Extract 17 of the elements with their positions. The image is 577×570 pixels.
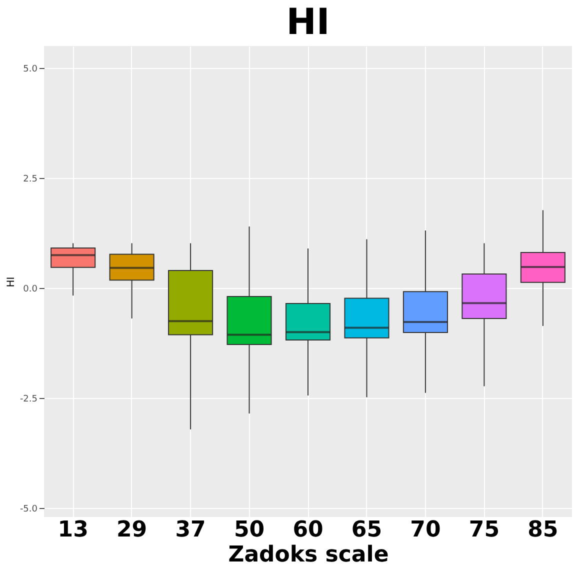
x-tick-label: 85 [528,518,558,542]
x-tick-label: 13 [58,518,88,542]
y-tick-label: 0.0 [23,284,38,295]
x-tick-label: 50 [234,518,265,542]
chart-title: HI [286,2,330,43]
y-tick-label: -2.5 [20,394,38,405]
x-tick-label: 70 [410,518,441,542]
x-tick-label: 60 [292,518,324,542]
y-tick-label: 5.0 [23,64,38,75]
y-tick-label: -5.0 [20,504,38,515]
y-tick-label: 2.5 [23,174,38,185]
x-tick-label: 65 [351,518,382,542]
y-axis-title: HI [6,276,17,288]
x-axis-title: Zadoks scale [228,542,389,568]
x-tick-label: 37 [175,518,206,542]
x-tick-label: 75 [468,518,500,542]
x-tick-label: 29 [116,518,148,542]
